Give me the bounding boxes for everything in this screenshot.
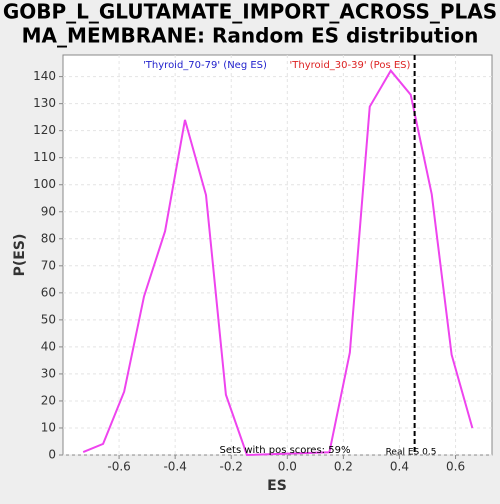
y-tick-label: 50 [41, 312, 56, 326]
y-tick-label: 30 [41, 366, 56, 380]
y-tick-label: 110 [33, 150, 56, 164]
y-tick-label: 100 [33, 177, 56, 191]
y-tick-label: 10 [41, 420, 56, 434]
x-axis-label: ES [267, 478, 287, 494]
y-tick-label: 60 [41, 285, 56, 299]
y-tick-label: 20 [41, 393, 56, 407]
x-tick-label: -0.4 [163, 460, 186, 474]
annotation: Real ES 0.5 [386, 448, 437, 458]
y-tick-label: 80 [41, 231, 56, 245]
plot-area [62, 54, 493, 456]
legend-entry: 'Thyroid_30-39' (Pos ES) [290, 60, 411, 71]
y-tick-label: 0 [48, 448, 56, 462]
chart-title: GOBP_L_GLUTAMATE_IMPORT_ACROSS_PLAS [3, 0, 497, 24]
y-tick-label: 120 [33, 123, 56, 137]
x-tick-label: 0.4 [390, 460, 409, 474]
y-tick-label: 70 [41, 258, 56, 272]
y-axis-label: P(ES) [12, 234, 28, 277]
x-tick-label: 0.6 [446, 460, 465, 474]
x-tick-label: 0.0 [278, 460, 297, 474]
series-line [82, 68, 474, 457]
x-tick-label: -0.6 [107, 460, 130, 474]
annotation: Sets with pos scores: 59% [220, 445, 351, 456]
y-tick-label: 130 [33, 96, 56, 110]
y-tick-label: 140 [33, 69, 56, 83]
chart-title: MA_MEMBRANE: Random ES distribution [22, 24, 479, 48]
x-tick-label: -0.2 [220, 460, 243, 474]
y-tick-label: 90 [41, 204, 56, 218]
x-tick-label: 0.2 [334, 460, 353, 474]
legend-entry: 'Thyroid_70-79' (Neg ES) [143, 60, 267, 71]
y-tick-label: 40 [41, 339, 56, 353]
